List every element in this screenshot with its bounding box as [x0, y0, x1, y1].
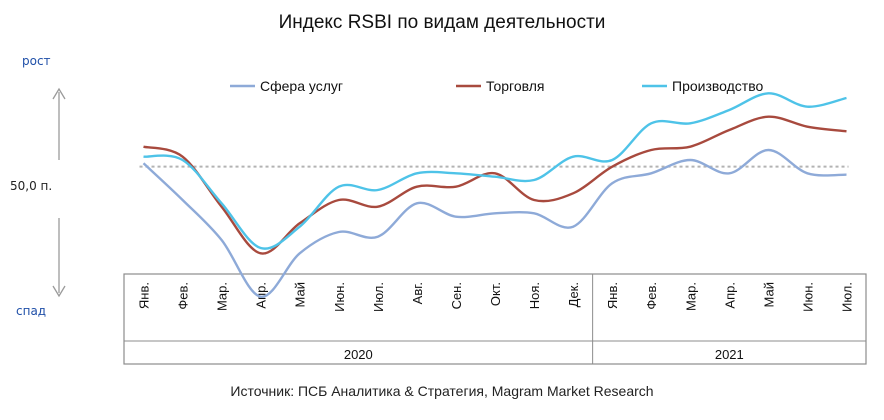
- x-tick-label: Июн.: [332, 282, 347, 312]
- legend-label: Сфера услуг: [260, 78, 343, 94]
- series-1-point: [377, 235, 379, 237]
- down-arrow-icon: [52, 285, 66, 298]
- series-2-point: [572, 192, 574, 194]
- series-2-point: [299, 222, 301, 224]
- series-1-point: [689, 159, 691, 161]
- series-1-point: [259, 295, 261, 297]
- chart-title: Индекс RSBI по видам деятельности: [278, 12, 606, 33]
- series-3-point: [845, 97, 847, 99]
- reference-level-label: 50,0 п.: [10, 179, 53, 193]
- series-1-point: [806, 172, 808, 174]
- series-3-point: [259, 247, 261, 249]
- x-tick-label: Мар.: [683, 282, 698, 311]
- legend-label: Торговля: [486, 78, 544, 94]
- x-tick-label: Июл.: [839, 282, 854, 312]
- series-3-point: [611, 159, 613, 161]
- series-3-point: [299, 225, 301, 227]
- series-3-point: [806, 105, 808, 107]
- x-tick-label: Апр.: [722, 282, 737, 309]
- x-tick-label: Мар.: [215, 282, 230, 311]
- series-1-point: [220, 239, 222, 241]
- legend-label: Производство: [672, 78, 763, 94]
- series-3-point: [338, 185, 340, 187]
- series-3-point: [416, 172, 418, 174]
- x-tick-label: Янв.: [605, 282, 620, 309]
- x-tick-label: Янв.: [137, 282, 152, 309]
- series-2-point: [533, 199, 535, 201]
- x-tick-label: Май: [761, 282, 776, 307]
- x-tick-label: Дек.: [566, 282, 581, 307]
- series-3-point: [455, 172, 457, 174]
- up-arrow-icon: [52, 87, 66, 100]
- year-label: 2020: [344, 347, 373, 362]
- year-label: 2021: [715, 347, 744, 362]
- series-2-point: [611, 165, 613, 167]
- series-3-point: [689, 122, 691, 124]
- x-tick-label: Июл.: [371, 282, 386, 312]
- series-3-point: [767, 92, 769, 94]
- x-tick-label: Сен.: [449, 282, 464, 309]
- x-tick-label: Авг.: [410, 282, 425, 304]
- series-1-point: [572, 225, 574, 227]
- series-2-point: [142, 145, 144, 147]
- series-1-point: [728, 172, 730, 174]
- series-3-point: [572, 155, 574, 157]
- x-tick-label: Фев.: [176, 282, 191, 310]
- source-note: Источник: ПСБ Аналитика & Стратегия, Mag…: [230, 383, 654, 399]
- series-2-point: [650, 149, 652, 151]
- up-indicator-label: рост: [22, 54, 51, 68]
- series-2-point: [845, 130, 847, 132]
- series-3-point: [494, 175, 496, 177]
- series-2-point: [689, 145, 691, 147]
- series-line-2: [143, 115, 847, 255]
- series-1-point: [533, 212, 535, 214]
- series-2-point: [181, 155, 183, 157]
- series-1-point: [338, 231, 340, 233]
- series-2-point: [455, 185, 457, 187]
- series-3-point: [181, 159, 183, 161]
- series-2-point: [806, 125, 808, 127]
- x-tick-label: Ноя.: [527, 282, 542, 309]
- series-3-point: [220, 202, 222, 204]
- series-3-point: [142, 155, 144, 157]
- series-1-point: [494, 212, 496, 214]
- series-line-1: [142, 148, 847, 298]
- series-2-point: [494, 172, 496, 174]
- series-1-point: [142, 162, 144, 164]
- series-line-3: [143, 92, 847, 250]
- x-tick-label: Апр.: [254, 282, 269, 309]
- series-2-point: [416, 185, 418, 187]
- x-tick-label: Май: [293, 282, 308, 307]
- series-1-point: [845, 173, 847, 175]
- series-2-point: [377, 205, 379, 207]
- x-axis-box: [123, 273, 867, 365]
- series-2-point: [338, 199, 340, 201]
- series-1-point: [181, 199, 183, 201]
- series-3-point: [650, 122, 652, 124]
- down-indicator-label: спад: [16, 304, 47, 318]
- series-1-point: [767, 149, 769, 151]
- series-3-point: [377, 189, 379, 191]
- series-1-point: [299, 252, 301, 254]
- series-3-point: [728, 109, 730, 111]
- x-tick-label: Июн.: [800, 282, 815, 312]
- series-2-point: [767, 115, 769, 117]
- series-2-point: [259, 252, 261, 254]
- x-tick-label: Окт.: [488, 282, 503, 306]
- series-3-point: [533, 179, 535, 181]
- x-tick-label: Фев.: [644, 282, 659, 310]
- series-1-point: [650, 172, 652, 174]
- series-1-point: [455, 215, 457, 217]
- series-1-point: [611, 182, 613, 184]
- series-1-point: [416, 202, 418, 204]
- series-2-point: [728, 129, 730, 131]
